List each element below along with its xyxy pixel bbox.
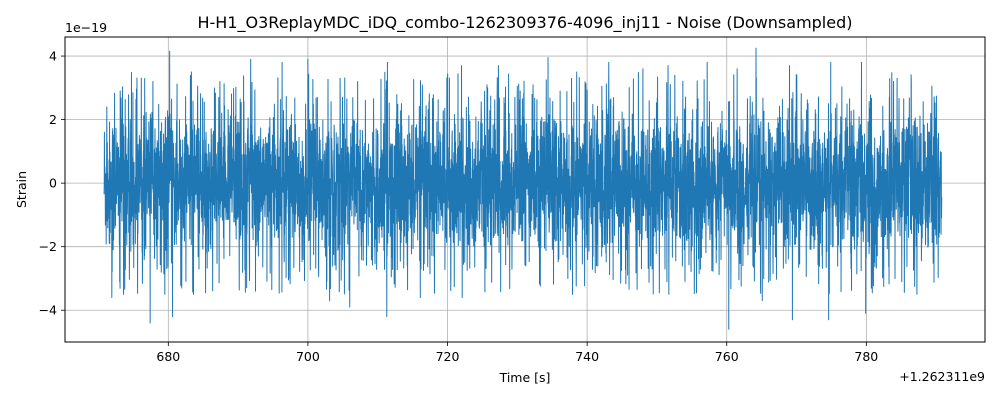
y-tick-label: 4 [49, 49, 57, 64]
x-tick-label: 680 [156, 349, 180, 364]
tick-layer: 680 700 720 740 760 780 −4 −2 0 2 4 [39, 49, 879, 364]
series-line [103, 47, 943, 330]
x-tick-label: 760 [715, 349, 739, 364]
x-offset-label: +1.262311e9 [899, 369, 985, 384]
y-scale-label: 1e−19 [65, 20, 107, 35]
y-axis-title: Strain [14, 171, 29, 208]
x-tick-label: 740 [575, 349, 599, 364]
y-tick-label: 2 [49, 112, 57, 127]
y-tick-label: −2 [39, 239, 57, 254]
plot-frame [64, 36, 986, 343]
x-tick-label: 720 [436, 349, 460, 364]
x-axis-title: Time [s] [499, 370, 551, 385]
x-tick-label: 700 [296, 349, 320, 364]
x-tick-label: 780 [854, 349, 878, 364]
y-tick-label: −4 [39, 303, 57, 318]
chart-title: H-H1_O3ReplayMDC_iDQ_combo-1262309376-40… [198, 13, 853, 33]
y-tick-label: 0 [49, 176, 57, 191]
